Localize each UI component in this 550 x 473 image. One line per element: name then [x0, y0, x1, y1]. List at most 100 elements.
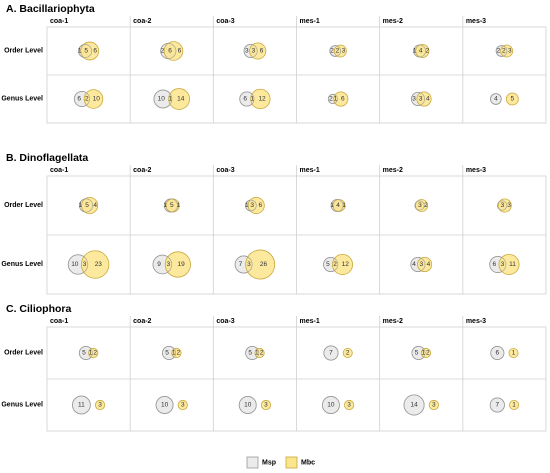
- section-2: B. Dinoflagellata coa-1 coa-2 coa-3 mes-1 mes…: [1, 152, 547, 295]
- venn-cell: 110 14: [153, 88, 190, 110]
- mbc-circle: [88, 347, 99, 359]
- mbc-circle: [80, 41, 100, 61]
- msp-count: 1: [330, 202, 334, 209]
- msp-count: 7: [496, 402, 500, 409]
- shared-count: 1: [168, 96, 172, 103]
- column-header: coa-3: [216, 18, 234, 25]
- msp-outline: [330, 199, 344, 212]
- msp-outline: [322, 396, 340, 414]
- mbc-count: 11: [509, 261, 516, 268]
- shared-count: 2: [336, 48, 340, 55]
- msp-count: 9: [157, 261, 161, 268]
- shared-count: 3: [250, 202, 254, 209]
- row-label: Order Level: [4, 350, 43, 357]
- venn-cell: 25 12: [323, 253, 354, 276]
- venn-cell: 34 4: [410, 256, 433, 273]
- shared-count: 3: [419, 96, 423, 103]
- msp-count: 6: [243, 96, 247, 103]
- mbc-count: 2: [424, 202, 428, 209]
- venn-cell: 15 2: [78, 345, 99, 361]
- msp-outline: [490, 93, 502, 105]
- mbc-count: 12: [258, 96, 266, 103]
- msp-outline: [153, 89, 173, 109]
- venn-cell: 31 6: [245, 196, 265, 214]
- row-label: Order Level: [4, 202, 43, 209]
- msp-outline: [78, 44, 93, 58]
- venn-cell: 33 6: [243, 42, 267, 60]
- mbc-count: 1: [177, 202, 181, 209]
- msp-outline: [67, 254, 89, 275]
- venn-cell: 14 3: [403, 394, 439, 416]
- venn-cell: 37 26: [234, 249, 276, 280]
- mbc-count: 6: [178, 48, 182, 55]
- column-header: mes-3: [466, 18, 486, 25]
- shared-count: 3: [419, 261, 423, 268]
- msp-count: 6: [77, 96, 81, 103]
- msp-count: 5: [82, 350, 86, 357]
- shared-count: 1: [89, 350, 93, 357]
- msp-outline: [323, 257, 339, 272]
- msp-outline: [497, 200, 508, 211]
- mbc-count: 3: [264, 402, 268, 409]
- mbc-count: 6: [93, 48, 97, 55]
- msp-outline: [411, 92, 425, 106]
- shared-count: 1: [172, 350, 176, 357]
- mbc-count: 2: [177, 350, 181, 357]
- msp-count: 2: [329, 96, 333, 103]
- msp-count: 3: [412, 96, 416, 103]
- msp-count: 6: [493, 261, 497, 268]
- msp-count: 10: [158, 96, 166, 103]
- mbc-count: 1: [512, 350, 516, 357]
- shared-count: 3: [247, 261, 251, 268]
- venn-cell: 3 10 23: [67, 250, 110, 279]
- mbc-circle: [249, 42, 267, 60]
- msp-count: 10: [71, 261, 79, 268]
- msp-count: 14: [410, 402, 418, 409]
- mbc-count: 2: [346, 350, 350, 357]
- legend: Msp Mbc: [246, 456, 315, 469]
- msp-outline: [238, 396, 257, 414]
- msp-count: 2: [330, 48, 334, 55]
- mbc-count: 4: [93, 202, 97, 209]
- legend-label-mbc: Mbc: [301, 460, 315, 467]
- shared-count: 1: [255, 350, 259, 357]
- msp-count: 7: [329, 350, 333, 357]
- shared-count: 6: [168, 48, 172, 55]
- mbc-circle: [417, 256, 433, 273]
- msp-count: 5: [326, 261, 330, 268]
- venn-cell: 16 12: [239, 88, 271, 110]
- mbc-count: 3: [507, 202, 511, 209]
- msp-outline: [152, 254, 173, 275]
- msp-count: 5: [248, 350, 252, 357]
- shared-count: 1: [251, 96, 255, 103]
- mbc-count: 2: [93, 350, 97, 357]
- venn-cell: 22 3: [495, 44, 514, 58]
- venn-cell: 41 2: [413, 43, 430, 59]
- column-header: mes-3: [466, 318, 486, 325]
- mbc-count: 1: [512, 402, 516, 409]
- mbc-count: 3: [432, 402, 436, 409]
- msp-count: 6: [496, 350, 500, 357]
- mbc-circle: [171, 347, 182, 359]
- msp-count: 1: [413, 48, 417, 55]
- mbc-circle: [415, 43, 430, 59]
- mbc-circle: [250, 88, 271, 110]
- legend-swatch-msp: [246, 456, 259, 469]
- section-title: C. Ciliophora: [6, 303, 71, 315]
- msp-count: 1: [245, 202, 249, 209]
- msp-outline: [239, 91, 255, 107]
- venn-cell: 10 3: [321, 396, 355, 414]
- venn-cell: 22 3: [329, 44, 347, 58]
- msp-outline: [329, 45, 341, 57]
- column-header: coa-1: [50, 18, 68, 25]
- shared-count: 3: [83, 261, 87, 268]
- venn-cell: 15 2: [411, 345, 431, 361]
- msp-outline: [78, 346, 93, 360]
- msp-outline: [245, 346, 260, 360]
- mbc-count: 4: [426, 96, 430, 103]
- mbc-circle: [332, 253, 354, 276]
- column-header: coa-1: [50, 318, 68, 325]
